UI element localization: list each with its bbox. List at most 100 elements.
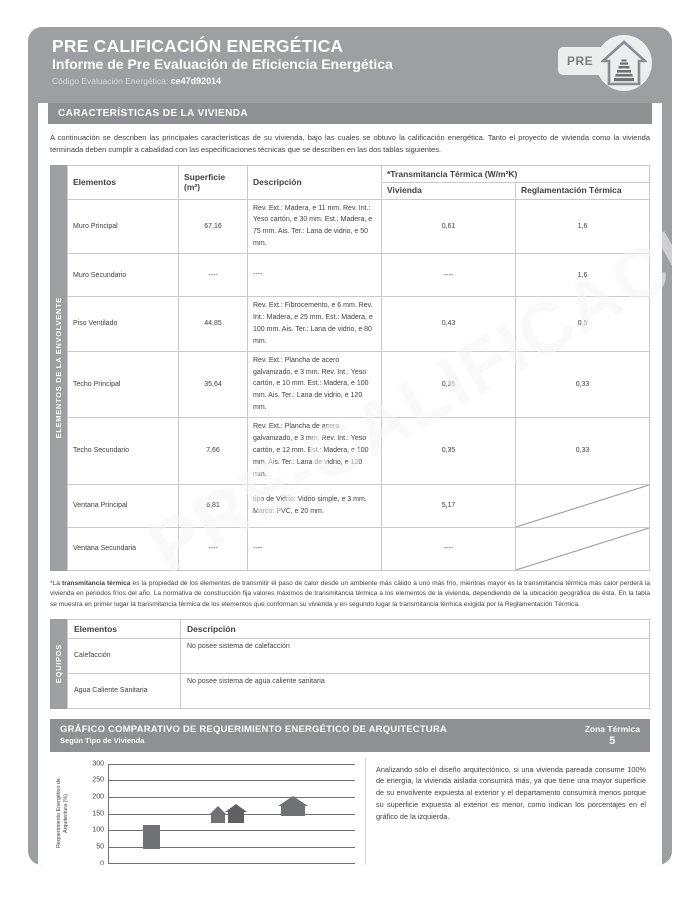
house-icon — [596, 35, 652, 91]
cell-elemento: Techo Principal — [67, 350, 179, 419]
cell-reglamentacion: 0,33 — [515, 417, 650, 485]
pre-logo-text: PRE — [567, 54, 594, 68]
envelope-table-wrapper: ELEMENTOS DE LA ENVOLVENTE Elementos Sup… — [50, 164, 650, 571]
transmitancia-footnote: *La transmitancia térmica es la propieda… — [38, 571, 662, 617]
table-row: Agua Caliente Sanitaria No posee sistema… — [67, 672, 650, 709]
evaluation-code: Código Evaluación Energética: ce47d92014 — [52, 76, 672, 86]
cell-reglamentacion: 0.5 — [515, 296, 650, 352]
col-transmitancia: *Transmitancia Térmica (W/m²K) — [381, 164, 650, 183]
equipos-header-row: Elementos Descripción — [67, 618, 650, 639]
y-tick: 50 — [96, 843, 104, 851]
col-reglamentacion: Reglamentación Térmica — [515, 181, 650, 200]
evaluation-code-value: ce47d92014 — [170, 76, 222, 87]
cell-superficie: 67,16 — [178, 198, 248, 255]
cell-vivienda: 0,35 — [381, 350, 516, 419]
cell-elemento: Muro Principal — [67, 198, 179, 255]
gridline — [108, 830, 355, 832]
equipos-table: Elementos Descripción Calefacción No pos… — [67, 618, 650, 709]
table-row: Techo Secundario 7,66 Rev. Ext.: Plancha… — [67, 417, 650, 485]
table-row: Ventana Principal 6,81 tipo de Vidrio: V… — [67, 483, 650, 528]
cell-vivienda: 0,35 — [381, 417, 516, 485]
graph-header-left: GRÁFICO COMPARATIVO DE REQUERIMIENTO ENE… — [60, 724, 447, 745]
cell-reglamentacion-na — [515, 526, 650, 571]
cell-vivienda: 0,61 — [381, 198, 516, 255]
diagonal-strike-icon — [516, 527, 649, 570]
footnote-prefix: *La — [50, 579, 62, 587]
cell-eq-descripcion: No posee sistema de agua caliente sanita… — [180, 672, 650, 709]
chart-y-axis-label-text: Requerimiento Energético de Arquitectura… — [56, 778, 69, 848]
cell-superficie: 7,66 — [178, 417, 248, 485]
table-row: Muro Principal 67,16 Rev. Ext.: Madera, … — [67, 198, 650, 255]
envelope-vertical-label: ELEMENTOS DE LA ENVOLVENTE — [50, 164, 67, 571]
col-eq-descripcion: Descripción — [180, 618, 650, 639]
cell-superficie: ---- — [178, 253, 248, 298]
envelope-table: Elementos Superficie (m²) Descripción *T… — [67, 164, 650, 571]
gridline — [108, 763, 355, 765]
report-body: PRE-CALIFICACIÓN CARACTERÍSTICAS DE LA V… — [38, 103, 672, 865]
diagonal-strike-icon — [516, 484, 649, 527]
cell-reglamentacion: 0,33 — [515, 350, 650, 419]
cell-vivienda: ---- — [381, 253, 516, 298]
col-superficie-unit: (m²) — [184, 182, 201, 193]
page-subtitle: Informe de Pre Evaluación de Eficiencia … — [52, 56, 393, 73]
cell-reglamentacion: 1,6 — [515, 198, 650, 255]
cell-descripcion: Rev. Ext.: Madera, e 11 mm. Rev. Int.: Y… — [247, 198, 382, 255]
graph-subtitle: Según Tipo de Vivienda — [60, 735, 145, 745]
cell-elemento: Ventana Principal — [67, 483, 179, 528]
cell-descripcion: ---- — [247, 253, 382, 298]
equipos-vertical-label: EQUIPOS — [50, 618, 67, 709]
cell-superficie: 6,81 — [178, 483, 248, 528]
icon-paired-houses — [207, 803, 249, 830]
evaluation-code-label: Código Evaluación Energética: — [52, 76, 169, 87]
cell-vivienda: 5,17 — [381, 483, 516, 528]
cell-descripcion: tipo de Vidrio: Vidrio simple, e 3 mm. M… — [247, 483, 382, 528]
cell-descripcion: Rev. Ext.: Plancha de acero galvanizado,… — [247, 350, 382, 419]
cell-reglamentacion: 1,6 — [515, 253, 650, 298]
chart-explanation: Analizando sólo el diseño arquitectónico… — [365, 757, 650, 865]
y-tick: 0 — [100, 860, 104, 865]
cell-descripcion: Rev. Ext.: Plancha de acero galvanizado,… — [247, 417, 382, 485]
page-title: PRE CALIFICACIÓN ENERGÉTICA — [52, 36, 344, 56]
table-row: Ventana Secundaria ---- ---- ---- — [67, 526, 650, 571]
intro-paragraph: A continuación se describen las principa… — [50, 133, 650, 155]
cell-descripcion: ---- — [247, 526, 382, 571]
table-header-row: Elementos Superficie (m²) Descripción *T… — [67, 164, 650, 200]
footnote-rest: es la propiedad de los elementos de tran… — [50, 579, 650, 608]
y-tick: 100 — [92, 826, 104, 834]
icon-detached-house — [276, 795, 310, 822]
cell-reglamentacion-na — [515, 483, 650, 528]
envelope-table-body: Muro Principal 67,16 Rev. Ext.: Madera, … — [67, 198, 650, 571]
cell-eq-elemento: Agua Caliente Sanitaria — [67, 672, 181, 709]
col-vivienda: Vivienda — [381, 181, 516, 200]
bar-chart: PRE-CALIFICACIÓN Requerimiento Energétic… — [50, 758, 365, 865]
zona-termica-value: 5 — [609, 734, 616, 747]
graph-section-header: GRÁFICO COMPARATIVO DE REQUERIMIENTO ENE… — [50, 718, 650, 752]
table-row: Techo Principal 35,64 Rev. Ext.: Plancha… — [67, 350, 650, 419]
cell-vivienda: 0,43 — [381, 296, 516, 352]
y-tick: 250 — [92, 776, 104, 784]
report-page: PRE CALIFICACIÓN ENERGÉTICA Informe de P… — [28, 27, 672, 865]
cell-eq-descripcion: No posee sistema de calefacción — [180, 637, 650, 674]
bar-apartment — [142, 825, 160, 850]
equipos-table-wrapper: EQUIPOS Elementos Descripción Calefacció… — [50, 618, 650, 709]
pre-logo: PRE — [558, 35, 654, 93]
graph-title: GRÁFICO COMPARATIVO DE REQUERIMIENTO ENE… — [60, 723, 447, 735]
y-tick: 150 — [92, 810, 104, 818]
gridline — [108, 846, 355, 848]
report-header: PRE CALIFICACIÓN ENERGÉTICA Informe de P… — [28, 27, 672, 93]
gridline — [108, 796, 355, 798]
col-superficie-label: Superficie — [184, 172, 226, 183]
gridline — [108, 780, 355, 782]
cell-vivienda: ---- — [381, 526, 516, 571]
envelope-vertical-label-text: ELEMENTOS DE LA ENVOLVENTE — [54, 296, 63, 439]
chart-plot-area: 300 250 200 150 100 50 0 — [92, 760, 355, 865]
col-descripcion: Descripción — [247, 164, 382, 200]
cell-superficie: ---- — [178, 526, 248, 571]
y-tick: 200 — [92, 793, 104, 801]
equipos-vertical-label-text: EQUIPOS — [54, 644, 63, 684]
cell-superficie: 35,64 — [178, 350, 248, 419]
cell-superficie: 44,85 — [178, 296, 248, 352]
col-superficie: Superficie (m²) — [178, 164, 248, 200]
cell-elemento: Muro Secundario — [67, 253, 179, 298]
footnote-bold-term: transmitancia térmica — [62, 579, 131, 587]
